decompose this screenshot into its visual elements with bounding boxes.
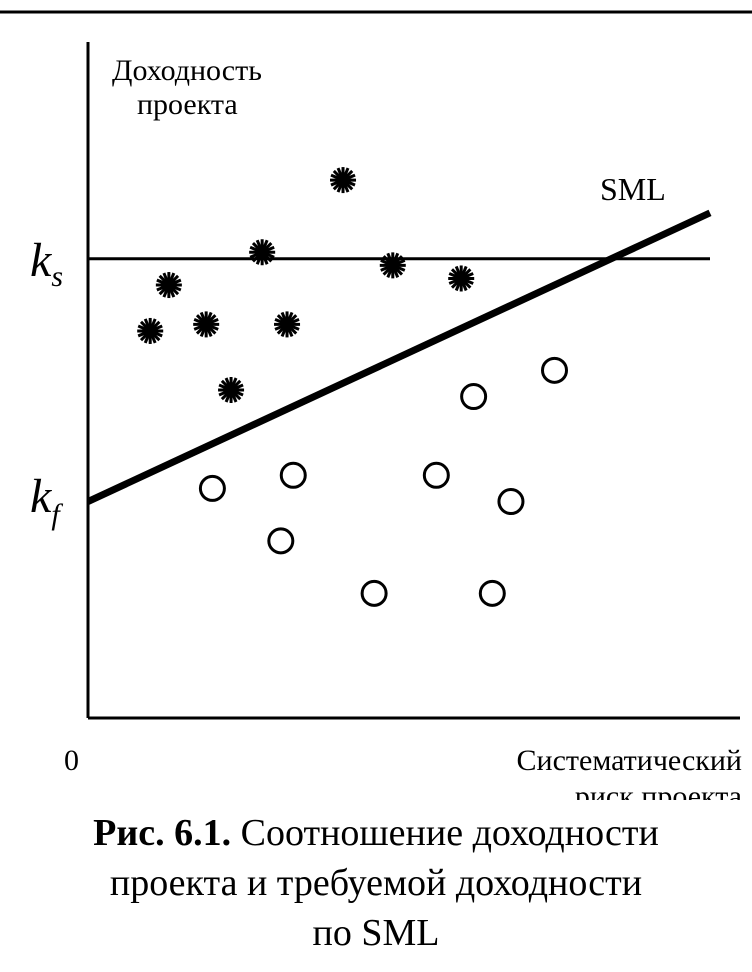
tick-label-kf: kf bbox=[30, 470, 63, 531]
star-marker bbox=[379, 252, 406, 279]
circle-marker bbox=[497, 488, 525, 516]
caption-line-1: Рис. 6.1. Соотношение доходности bbox=[0, 808, 752, 858]
x-axis-label-line-2: риск проекта bbox=[575, 780, 742, 800]
figure-caption: Рис. 6.1. Соотношение доходности проекта… bbox=[0, 808, 752, 958]
tick-label-kf-base: k bbox=[30, 470, 53, 523]
y-axis-label-line-1: Доходность bbox=[112, 54, 262, 87]
circle-marker bbox=[279, 461, 307, 489]
sml-label: SML bbox=[600, 171, 666, 207]
markers-group bbox=[137, 167, 568, 607]
tick-label-kf-sub: f bbox=[51, 498, 63, 531]
circle-marker bbox=[478, 579, 506, 607]
star-marker bbox=[137, 317, 164, 344]
x-axis-label-line-1: Систематический bbox=[517, 744, 742, 777]
caption-text-1: Соотношение доходности bbox=[240, 812, 659, 854]
y-axis-label-line-2: проекта bbox=[137, 88, 238, 121]
star-marker bbox=[218, 377, 245, 403]
star-marker bbox=[155, 272, 182, 299]
star-marker bbox=[330, 167, 357, 194]
caption-line-2: проекта и требуемой доходности bbox=[109, 862, 643, 904]
star-marker bbox=[274, 311, 301, 338]
star-marker bbox=[193, 311, 220, 338]
tick-label-ks-base: k bbox=[30, 234, 53, 287]
circle-marker bbox=[267, 527, 295, 555]
caption-lead: Рис. 6.1. bbox=[93, 812, 232, 854]
circle-marker bbox=[460, 383, 488, 411]
tick-label-ks: ks bbox=[30, 234, 63, 293]
circle-marker bbox=[198, 474, 226, 502]
origin-label: 0 bbox=[64, 744, 79, 777]
circle-marker bbox=[422, 461, 450, 489]
circle-marker bbox=[541, 356, 568, 384]
sml-line bbox=[86, 209, 712, 505]
chart: Доходность проекта 0 Систематический рис… bbox=[0, 10, 752, 800]
tick-label-ks-sub: s bbox=[51, 260, 63, 293]
star-marker bbox=[448, 265, 475, 292]
star-marker bbox=[249, 239, 276, 266]
caption-line-3: по SML bbox=[312, 912, 440, 954]
circle-marker bbox=[360, 579, 388, 607]
